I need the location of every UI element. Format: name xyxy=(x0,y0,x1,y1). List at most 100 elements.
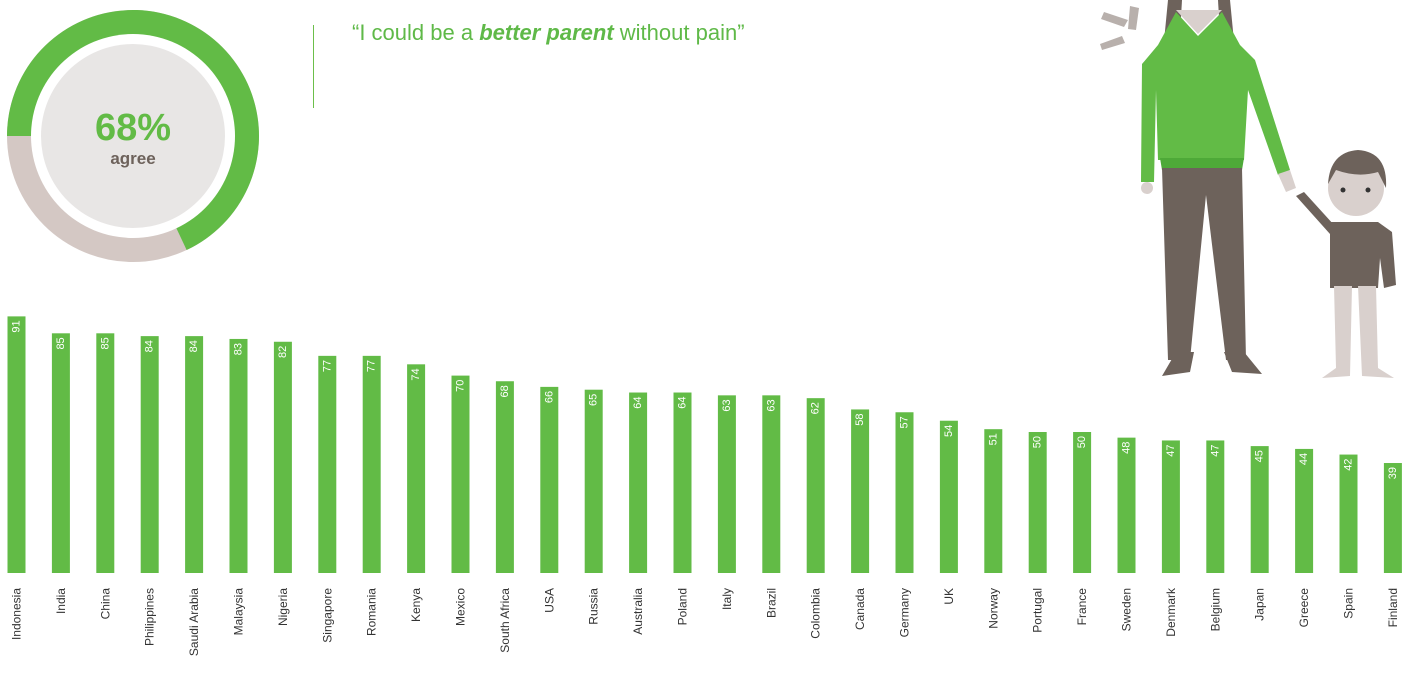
category-label: Australia xyxy=(631,588,645,635)
category-label: UK xyxy=(942,588,956,605)
category-label: Malaysia xyxy=(232,588,246,636)
bar-value-label: 47 xyxy=(1209,444,1221,456)
bar-greece xyxy=(1295,448,1314,573)
agree-donut-chart: 68% agree xyxy=(7,10,259,262)
bar-value-label: 45 xyxy=(1254,450,1266,462)
bar-value-label: 83 xyxy=(233,343,245,355)
category-label: China xyxy=(98,588,112,620)
bar-indonesia xyxy=(7,316,26,573)
bar-russia xyxy=(584,389,603,573)
bar-singapore xyxy=(318,355,337,573)
category-label: USA xyxy=(542,588,556,613)
bar-poland xyxy=(673,392,692,573)
bar-colombia xyxy=(806,398,825,573)
bar-france xyxy=(1073,432,1092,573)
category-label: Norway xyxy=(986,588,1000,629)
bar-value-label: 48 xyxy=(1121,442,1133,454)
category-label: Canada xyxy=(853,588,867,630)
bar-value-label: 63 xyxy=(765,399,777,411)
category-label: Colombia xyxy=(809,588,823,639)
bar-value-label: 64 xyxy=(632,397,644,409)
category-label: India xyxy=(54,588,68,614)
bar-value-label: 85 xyxy=(55,337,67,349)
category-label: Germany xyxy=(898,588,912,637)
category-label: France xyxy=(1075,588,1089,626)
bar-value-label: 64 xyxy=(677,397,689,409)
category-label: Belgium xyxy=(1208,588,1222,631)
bar-canada xyxy=(851,409,870,573)
bar-germany xyxy=(895,412,914,573)
bar-value-label: 63 xyxy=(721,399,733,411)
quote-divider xyxy=(313,25,314,108)
bar-value-label: 39 xyxy=(1387,467,1399,479)
bar-italy xyxy=(717,395,736,573)
bar-denmark xyxy=(1161,440,1180,573)
donut-center-disc xyxy=(41,44,225,228)
quote-start: “I could be a xyxy=(352,20,480,45)
category-label: Finland xyxy=(1386,588,1400,627)
bar-value-label: 66 xyxy=(543,391,555,403)
bar-australia xyxy=(629,392,648,573)
category-label: Nigeria xyxy=(276,588,290,626)
category-label: Greece xyxy=(1297,588,1311,628)
category-label: Denmark xyxy=(1164,587,1178,637)
bar-norway xyxy=(984,429,1003,573)
motion-lines xyxy=(1100,6,1139,50)
parent-child-illustration xyxy=(1100,0,1396,378)
bar-sweden xyxy=(1117,437,1136,573)
bar-value-label: 77 xyxy=(366,360,378,372)
bar-brazil xyxy=(762,395,781,573)
bar-value-label: 82 xyxy=(277,346,289,358)
bar-south-africa xyxy=(495,381,514,573)
bar-value-label: 51 xyxy=(987,433,999,445)
mother-figure xyxy=(1141,0,1296,376)
category-label: Spain xyxy=(1342,588,1356,619)
quote-end: without pain” xyxy=(613,20,745,45)
bar-value-label: 70 xyxy=(455,380,467,392)
category-label: Mexico xyxy=(454,588,468,626)
bar-value-label: 68 xyxy=(499,385,511,397)
category-label: Romania xyxy=(365,588,379,636)
category-label: Japan xyxy=(1253,588,1267,621)
country-bar-chart: 91 Indonesia 85 India 85 China 84 Philippines 84… xyxy=(7,316,1402,656)
bar-value-label: 91 xyxy=(11,320,23,332)
bar-china xyxy=(96,333,115,573)
agree-label: agree xyxy=(110,149,155,168)
bar-portugal xyxy=(1028,432,1047,573)
bar-kenya xyxy=(407,364,426,573)
bar-saudi-arabia xyxy=(185,336,204,573)
bar-romania xyxy=(362,355,381,573)
bar-india xyxy=(51,333,70,573)
category-label: Sweden xyxy=(1120,588,1134,631)
bar-malaysia xyxy=(229,338,248,573)
bar-value-label: 74 xyxy=(410,368,422,380)
bar-value-label: 65 xyxy=(588,394,600,406)
agree-percent: 68% xyxy=(95,107,171,149)
bar-belgium xyxy=(1206,440,1225,573)
category-label: Russia xyxy=(587,588,601,625)
bar-value-label: 84 xyxy=(188,340,200,352)
bar-value-label: 84 xyxy=(144,340,156,352)
bar-value-label: 50 xyxy=(1032,436,1044,448)
category-label: Italy xyxy=(720,588,734,610)
category-label: Philippines xyxy=(143,588,157,646)
bar-nigeria xyxy=(273,341,292,573)
category-label: Poland xyxy=(676,588,690,625)
quote-emphasis: better parent xyxy=(479,20,614,45)
bar-uk xyxy=(939,420,958,573)
bar-philippines xyxy=(140,336,159,573)
bar-value-label: 42 xyxy=(1343,459,1355,471)
bar-mexico xyxy=(451,375,470,573)
bar-value-label: 85 xyxy=(99,337,111,349)
bar-japan xyxy=(1250,446,1269,573)
bar-value-label: 47 xyxy=(1165,444,1177,456)
bar-value-label: 57 xyxy=(899,416,911,428)
bar-value-label: 58 xyxy=(854,413,866,425)
bar-value-label: 44 xyxy=(1298,453,1310,465)
bar-value-label: 50 xyxy=(1076,436,1088,448)
category-label: Portugal xyxy=(1031,588,1045,633)
bar-usa xyxy=(540,386,559,573)
category-label: Saudi Arabia xyxy=(187,588,201,656)
category-label: Kenya xyxy=(409,588,423,622)
category-label: Brazil xyxy=(764,588,778,618)
